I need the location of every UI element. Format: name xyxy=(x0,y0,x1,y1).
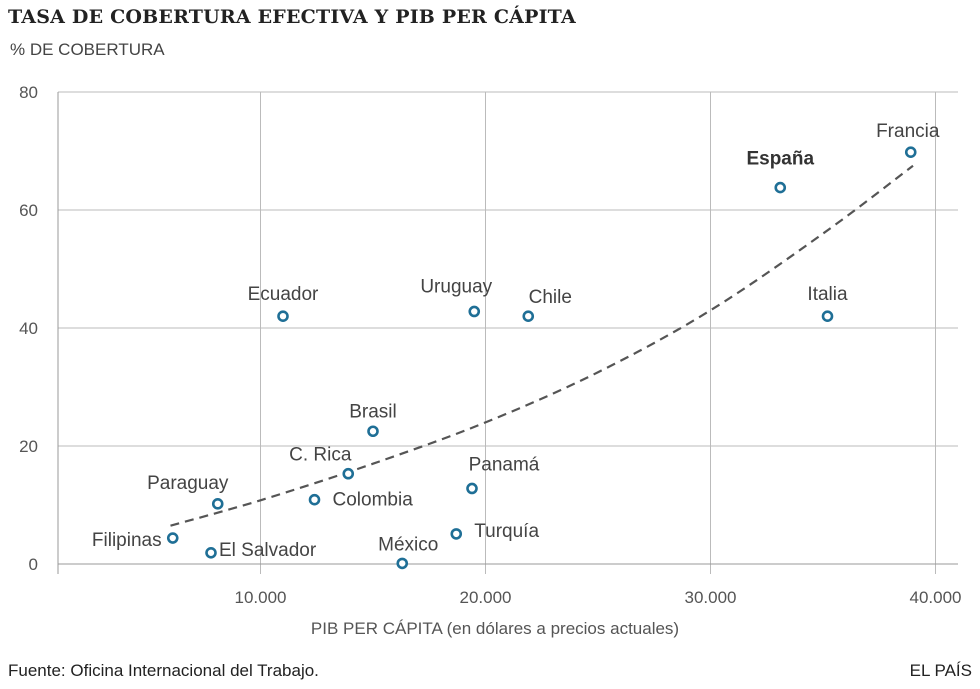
tick-labels: 0 20 40 60 80 10.000 20.000 30.000 40.000 xyxy=(19,83,961,607)
data-point xyxy=(166,532,179,544)
y-axis-title: % DE COBERTURA xyxy=(10,40,165,59)
data-point xyxy=(211,498,224,510)
point-label: Colombia xyxy=(333,490,414,511)
data-point xyxy=(450,528,463,540)
point-label: C. Rica xyxy=(289,445,352,466)
data-point xyxy=(468,305,481,318)
data-point xyxy=(466,482,478,495)
point-label: Brasil xyxy=(349,401,397,422)
brand-logo: EL PAÍS xyxy=(909,661,972,680)
point-label: Uruguay xyxy=(420,276,492,297)
x-tick-label: 20.000 xyxy=(460,588,512,607)
point-label: México xyxy=(378,534,438,555)
data-point xyxy=(205,546,217,559)
data-point xyxy=(774,181,787,194)
trendline xyxy=(170,164,914,527)
point-label: Panamá xyxy=(469,454,540,475)
data-point xyxy=(308,493,321,506)
y-tick-label: 40 xyxy=(19,319,38,338)
point-label: Italia xyxy=(807,284,848,305)
data-point xyxy=(396,557,409,570)
data-point xyxy=(367,425,379,438)
point-label: El Salvador xyxy=(219,540,317,561)
trendline-path xyxy=(170,164,914,527)
data-point xyxy=(821,310,834,323)
source-note: Fuente: Oficina Internacional del Trabaj… xyxy=(8,661,319,680)
point-labels: Francia España Italia Chile Uruguay Ecuador Br… xyxy=(92,121,940,561)
x-tick-label: 30.000 xyxy=(685,588,737,607)
point-label: Paraguay xyxy=(147,473,229,494)
point-label: Ecuador xyxy=(248,284,319,305)
chart-title: TASA DE COBERTURA EFECTIVA Y PIB PER CÁP… xyxy=(8,6,576,28)
point-label: Turquía xyxy=(474,521,539,542)
point-label: España xyxy=(746,149,814,170)
x-axis-label: PIB PER CÁPITA (en dólares a precios act… xyxy=(311,619,679,638)
y-tick-label: 0 xyxy=(29,555,38,574)
point-label: Filipinas xyxy=(92,530,162,551)
x-tick-label: 10.000 xyxy=(235,588,287,607)
y-tick-label: 60 xyxy=(19,201,38,220)
data-point xyxy=(277,310,289,323)
point-label: Chile xyxy=(529,287,572,308)
data-point xyxy=(342,467,355,480)
grid-lines xyxy=(58,91,958,574)
data-points xyxy=(166,146,917,570)
point-label: Francia xyxy=(876,121,940,142)
y-tick-label: 80 xyxy=(19,83,38,102)
x-tick-label: 40.000 xyxy=(910,588,962,607)
data-point xyxy=(904,146,917,158)
data-point xyxy=(522,310,535,323)
y-tick-label: 20 xyxy=(19,437,38,456)
axes xyxy=(57,92,958,574)
